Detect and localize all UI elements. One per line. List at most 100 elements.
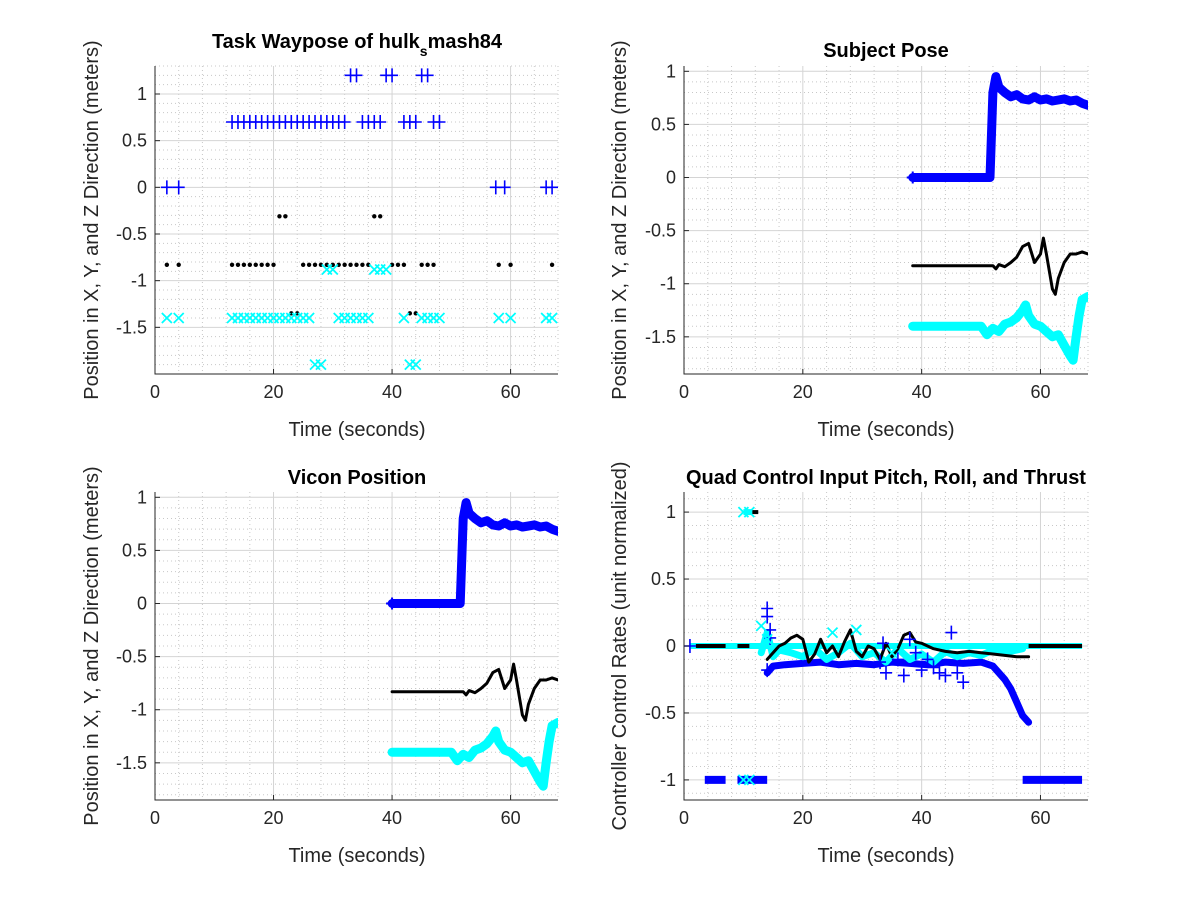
data-point-dot (176, 262, 181, 267)
data-point-x (546, 312, 558, 324)
data-point-dot (253, 262, 258, 267)
data-point-plus (951, 665, 964, 680)
data-point-plus (498, 180, 511, 195)
y-tick-label: -0.5 (645, 221, 676, 241)
data-point-x (362, 312, 374, 324)
data-point-x (493, 312, 505, 324)
title-main: Task Waypose of hulk (212, 31, 421, 53)
data-point-plus (761, 609, 774, 624)
y-tick-label: -1 (660, 274, 676, 294)
data-point-x (315, 359, 327, 371)
x-tick-label: 0 (679, 382, 689, 402)
panel-title: Subject Pose (823, 40, 949, 62)
x-tick-label: 20 (264, 382, 284, 402)
x-axis-label: Time (seconds) (817, 845, 954, 867)
data-point-x (826, 626, 839, 639)
series-line-black (911, 236, 1088, 296)
x-tick-label: 60 (1030, 382, 1050, 402)
x-axis-label: Time (seconds) (288, 419, 425, 441)
data-point-x (173, 312, 185, 324)
x-tick-label: 40 (382, 808, 402, 828)
plot-area (386, 498, 558, 791)
panel-title: Quad Control Input Pitch, Roll, and Thru… (686, 467, 1086, 489)
data-point-plus (909, 645, 922, 660)
data-point-dot (277, 214, 282, 219)
data-point-plus (338, 115, 351, 129)
series-line-blue (908, 72, 1088, 182)
y-tick-label: -1 (660, 770, 676, 790)
start-marker (906, 171, 919, 184)
y-axis-label: Position in X, Y, and Z Direction (meter… (609, 40, 631, 399)
data-point-dot (496, 262, 501, 267)
data-point-dot (235, 262, 241, 267)
x-tick-label: 20 (264, 808, 284, 828)
x-tick-label: 60 (501, 382, 521, 402)
data-point-dot (419, 262, 424, 267)
y-tick-label: 0.5 (122, 540, 147, 560)
plot-area (160, 68, 558, 371)
y-tick-label: 1 (137, 84, 147, 104)
data-point-x (504, 312, 517, 324)
series-line-cyan (387, 718, 558, 791)
x-tick-label: 40 (912, 808, 932, 828)
y-tick-label: 1 (666, 502, 676, 522)
data-point-plus (350, 68, 363, 83)
series-line-blue (387, 498, 558, 608)
data-point-dot (348, 262, 353, 267)
data-point-plus (877, 636, 890, 651)
data-point-plus (945, 625, 958, 640)
data-point-dot (549, 262, 555, 267)
data-point-plus (409, 115, 422, 129)
y-tick-label: -0.5 (116, 647, 147, 667)
y-tick-label: 0 (666, 636, 676, 656)
data-point-x (161, 312, 173, 324)
y-tick-label: 0.5 (651, 114, 676, 134)
data-point-plus (546, 180, 558, 195)
data-point-plus (386, 68, 399, 83)
data-point-dot (164, 262, 170, 267)
data-point-plus (874, 655, 887, 670)
y-tick-label: 0 (137, 177, 147, 197)
y-tick-label: -1.5 (645, 327, 676, 347)
data-point-plus (160, 180, 173, 195)
series-line-blue (763, 658, 1033, 726)
y-tick-label: 0.5 (651, 569, 676, 589)
y-tick-label: 0 (137, 594, 147, 614)
y-axis-label: Controller Control Rates (unit normalize… (609, 461, 631, 830)
title-rest: mash84 (428, 31, 503, 53)
data-point-plus (172, 180, 185, 195)
x-axis-label: Time (seconds) (288, 845, 425, 867)
data-point-dot (241, 262, 247, 267)
data-point-x (303, 312, 315, 324)
y-tick-label: -0.5 (645, 703, 676, 723)
x-tick-label: 20 (793, 808, 813, 828)
data-point-x (743, 506, 755, 518)
data-point-dot (425, 262, 430, 267)
data-point-dot (312, 262, 318, 267)
data-point-dot (283, 214, 288, 219)
data-point-x (380, 263, 392, 276)
series-line-cyan (908, 292, 1088, 365)
data-point-dot (271, 262, 276, 267)
x-tick-label: 0 (150, 808, 160, 828)
data-point-dot (395, 262, 401, 267)
x-tick-label: 40 (912, 382, 932, 402)
data-point-dot (247, 262, 253, 267)
data-point-x (743, 774, 755, 786)
data-point-dot (378, 214, 383, 219)
data-point-x (761, 633, 773, 645)
data-point-dot (229, 262, 235, 267)
data-point-dot (259, 262, 264, 267)
x-tick-label: 60 (1030, 808, 1050, 828)
data-point-dot (265, 262, 270, 267)
data-point-plus (891, 652, 904, 667)
panel-task-waypose: Task Waypose of hulksmash84 Time (second… (81, 31, 559, 441)
data-point-plus (915, 663, 928, 678)
data-point-plus (939, 668, 952, 683)
panel-subject-pose: Subject Pose Time (seconds) Position in … (609, 40, 1089, 441)
data-point-x (850, 624, 862, 636)
data-point-x (755, 620, 767, 632)
y-tick-label: 1 (666, 61, 676, 81)
data-point-x (398, 312, 410, 324)
